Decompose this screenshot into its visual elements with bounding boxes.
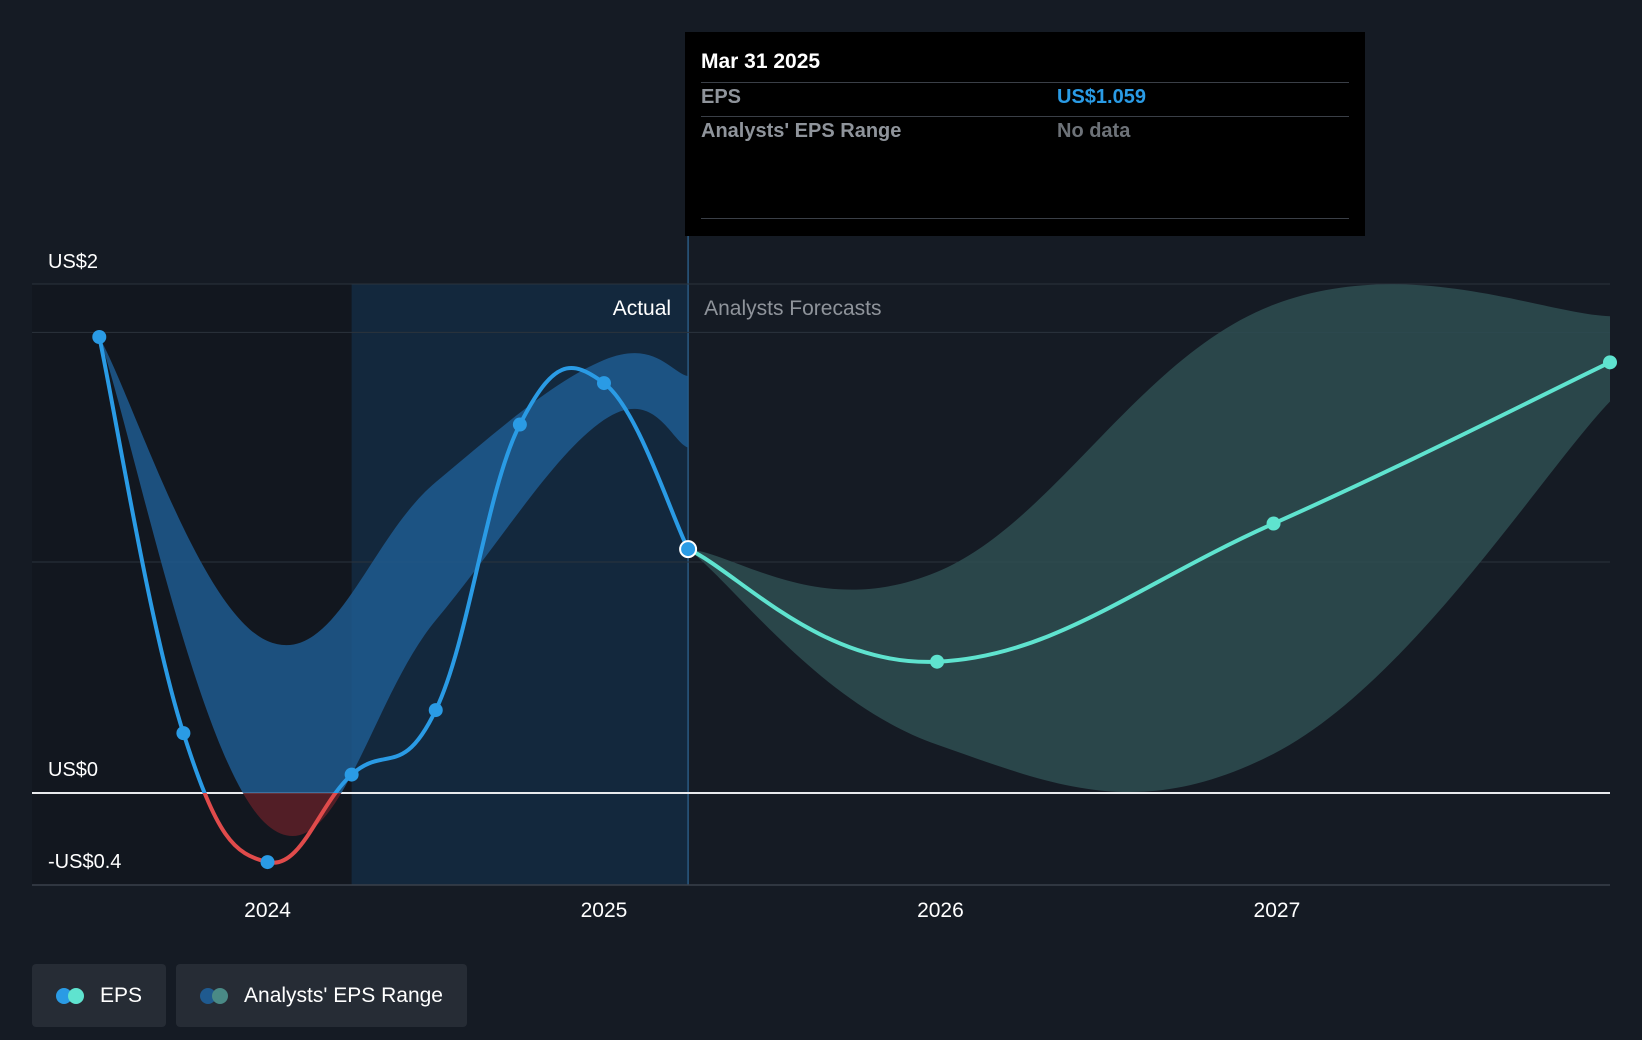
tooltip-range-value: No data: [1057, 120, 1131, 142]
tooltip-divider: [701, 116, 1349, 117]
y-tick-label: US$0: [48, 759, 98, 781]
forecast-label: Analysts Forecasts: [704, 297, 881, 320]
eps-point: [344, 767, 359, 782]
x-tick-label: 2026: [917, 899, 964, 922]
eps-range-band-forecast: [688, 284, 1610, 793]
eps-point: [92, 330, 107, 345]
eps-line-actual: [97, 336, 690, 793]
eps-point: [428, 703, 443, 718]
range-legend-icon: [200, 987, 230, 1004]
eps-point: [260, 855, 275, 870]
eps-point: [596, 376, 611, 391]
legend-item-eps[interactable]: EPS: [32, 964, 167, 1027]
eps-point: [930, 654, 945, 669]
eps-point-highlighted: [679, 540, 698, 559]
y-tick-label: US$2: [48, 251, 98, 273]
x-tick-label: 2025: [581, 899, 628, 922]
eps-point: [512, 417, 527, 432]
eps-point: [176, 726, 191, 741]
tooltip: Mar 31 2025 EPS US$1.059 Analysts' EPS R…: [685, 32, 1365, 236]
y-tick-label: -US$0.4: [48, 851, 121, 873]
eps-line-forecast: [687, 360, 1611, 664]
eps-range-band-actual: [99, 337, 689, 793]
tooltip-eps-value: US$1.059: [1057, 86, 1146, 108]
legend-item-range[interactable]: Analysts' EPS Range: [176, 964, 467, 1027]
tooltip-divider: [701, 218, 1349, 219]
tooltip-range-label: Analysts' EPS Range: [701, 120, 902, 142]
actual-label: Actual: [613, 297, 671, 320]
eps-point: [1266, 516, 1281, 531]
eps-legend-icon: [56, 987, 86, 1004]
eps-point: [1603, 355, 1617, 370]
tooltip-date: Mar 31 2025: [701, 50, 821, 73]
legend-eps-label: EPS: [100, 983, 143, 1007]
x-tick-label: 2024: [244, 899, 291, 922]
legend: EPS Analysts' EPS Range: [32, 964, 467, 1027]
tooltip-eps-label: EPS: [701, 86, 742, 108]
legend-range-label: Analysts' EPS Range: [244, 983, 443, 1007]
tooltip-divider: [701, 82, 1349, 83]
x-tick-label: 2027: [1254, 899, 1301, 922]
